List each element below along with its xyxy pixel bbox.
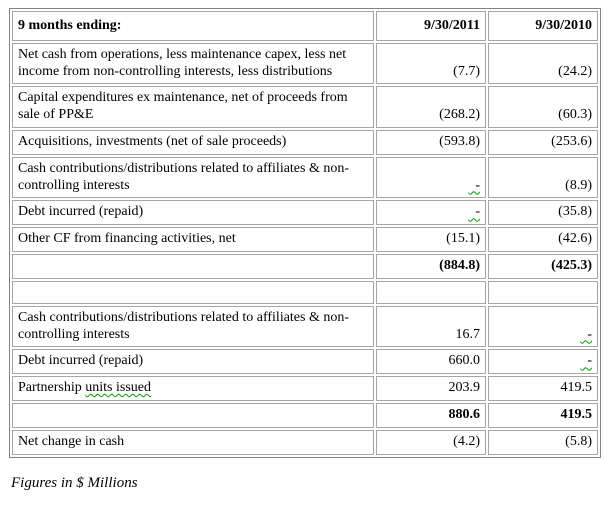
value-2010: 419.5 [488, 376, 598, 401]
row-label [12, 253, 374, 279]
value-2011: 880.6 [376, 402, 486, 428]
spellcheck-flagged-text: units issued [85, 380, 151, 396]
page: 9 months ending: 9/30/2011 9/30/2010 Net… [9, 8, 601, 491]
header-row: 9 months ending: 9/30/2011 9/30/2010 [12, 11, 598, 41]
value-2011: (593.8) [376, 129, 486, 155]
header-col-2010: 9/30/2010 [488, 11, 598, 41]
value-2011: (4.2) [376, 429, 486, 455]
table-row: Debt incurred (repaid) 660.0 - [12, 349, 598, 375]
value-2010 [488, 280, 598, 304]
cash-flow-table: 9 months ending: 9/30/2011 9/30/2010 Net… [9, 8, 601, 458]
table-body: Net cash from operations, less maintenan… [12, 42, 598, 455]
row-label [12, 280, 374, 304]
table-row: Capital expenditures ex maintenance, net… [12, 86, 598, 128]
value-2010: (42.6) [488, 227, 598, 252]
value-2010: (5.8) [488, 429, 598, 455]
spellcheck-flagged-dash: - [468, 177, 480, 193]
value-2010: (425.3) [488, 253, 598, 279]
spellcheck-flagged-dash: - [580, 353, 592, 369]
row-label: Debt incurred (repaid) [12, 349, 374, 375]
spellcheck-flagged-dash: - [468, 204, 480, 220]
row-label: Cash contributions/distributions related… [12, 305, 374, 348]
row-label: Capital expenditures ex maintenance, net… [12, 86, 374, 128]
value-2010: (253.6) [488, 129, 598, 155]
row-label: Cash contributions/distributions related… [12, 156, 374, 199]
row-label [12, 402, 374, 428]
spacer-row [12, 280, 598, 304]
subtotal-row: 880.6 419.5 [12, 402, 598, 428]
row-label: Acquisitions, investments (net of sale p… [12, 129, 374, 155]
value-2010: (8.9) [488, 156, 598, 199]
row-label: Other CF from financing activities, net [12, 227, 374, 252]
header-period-label: 9 months ending: [12, 11, 374, 41]
value-2010: 419.5 [488, 402, 598, 428]
value-2011: 203.9 [376, 376, 486, 401]
subtotal-row: (884.8) (425.3) [12, 253, 598, 279]
value-2010: (35.8) [488, 200, 598, 226]
table-row: Acquisitions, investments (net of sale p… [12, 129, 598, 155]
table-row: Net change in cash (4.2) (5.8) [12, 429, 598, 455]
row-label: Partnership units issued [12, 376, 374, 401]
value-2010: (60.3) [488, 86, 598, 128]
value-2011: - [376, 156, 486, 199]
value-2011: (268.2) [376, 86, 486, 128]
row-label: Net change in cash [12, 429, 374, 455]
value-2011: (7.7) [376, 42, 486, 85]
value-2011: - [376, 200, 486, 226]
table-header: 9 months ending: 9/30/2011 9/30/2010 [12, 11, 598, 41]
table-row: Net cash from operations, less maintenan… [12, 42, 598, 85]
value-2010: - [488, 305, 598, 348]
table-row: Cash contributions/distributions related… [12, 305, 598, 348]
table-row: Other CF from financing activities, net(… [12, 227, 598, 252]
spellcheck-flagged-dash: - [580, 326, 592, 342]
value-2011: 660.0 [376, 349, 486, 375]
table-row: Debt incurred (repaid) - (35.8) [12, 200, 598, 226]
value-2011: (15.1) [376, 227, 486, 252]
table-row: Cash contributions/distributions related… [12, 156, 598, 199]
figures-note: Figures in $ Millions [11, 474, 138, 491]
value-2011 [376, 280, 486, 304]
value-2010: (24.2) [488, 42, 598, 85]
value-2011: 16.7 [376, 305, 486, 348]
value-2010: - [488, 349, 598, 375]
header-col-2011: 9/30/2011 [376, 11, 486, 41]
row-label: Debt incurred (repaid) [12, 200, 374, 226]
table-row: Partnership units issued 203.9 419.5 [12, 376, 598, 401]
value-2011: (884.8) [376, 253, 486, 279]
row-label: Net cash from operations, less maintenan… [12, 42, 374, 85]
